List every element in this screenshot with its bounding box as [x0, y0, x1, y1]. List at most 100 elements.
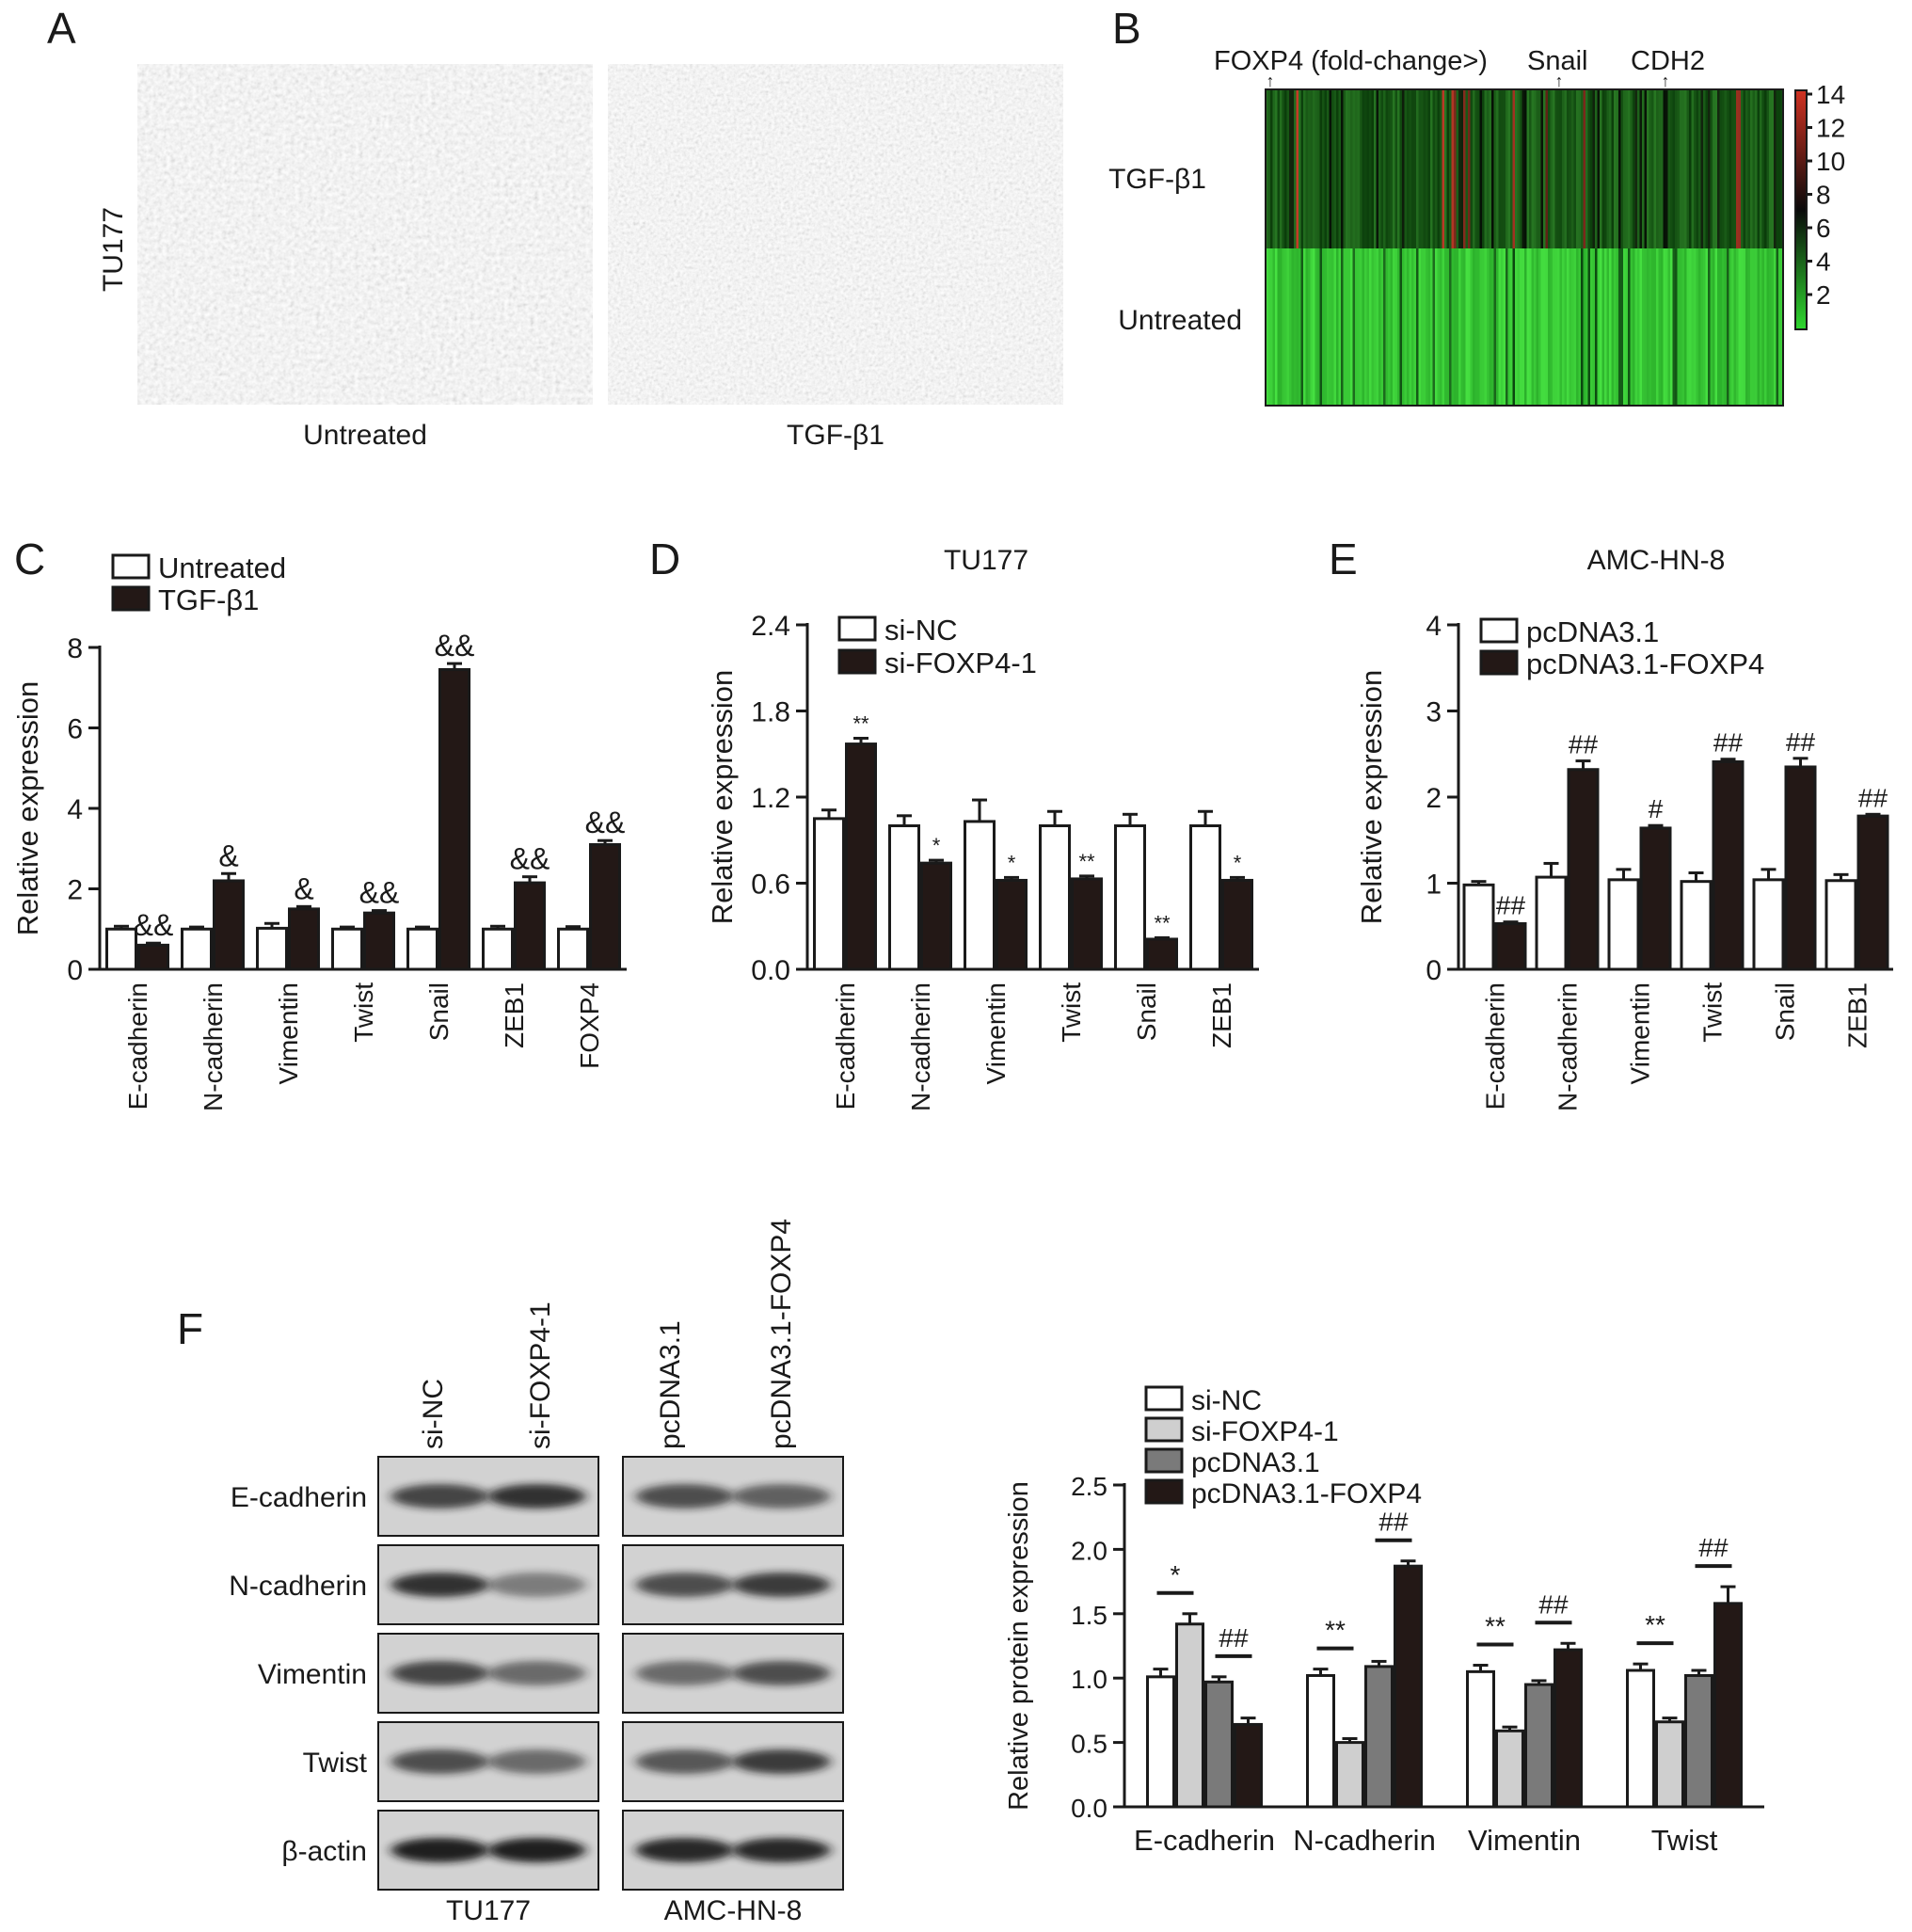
x-tick-label: Snail [1132, 982, 1161, 1041]
comparison-label: * [1171, 1560, 1181, 1589]
bar-tgf-1 [589, 842, 621, 971]
heatmap-cell [1644, 90, 1648, 248]
heatmap-cell [1724, 90, 1728, 248]
gene-mark-snail: Snail [1527, 46, 1588, 76]
heatmap-cell [1442, 90, 1445, 248]
heatmap-cell [1510, 248, 1513, 405]
y-tick-label: 3 [1426, 697, 1442, 728]
heatmap-cell [1562, 90, 1565, 248]
heatmap-row-label-tgf: TGF-β1 [1108, 164, 1206, 195]
heatmap-cell [1501, 248, 1504, 405]
bar-tgf-1 [137, 943, 169, 971]
comparison-label: ## [1219, 1623, 1249, 1653]
panel-a-row-label: TU177 [98, 207, 129, 292]
bar-si-nc [813, 817, 845, 971]
heatmap-cell [1404, 248, 1408, 405]
heatmap-cell [1347, 248, 1351, 405]
heatmap-cell [1465, 248, 1469, 405]
heatmap-cell [1714, 90, 1718, 248]
x-tick-label: FOXP4 [575, 982, 604, 1069]
heatmap-cell [1665, 90, 1668, 248]
heatmap-cell [1590, 90, 1593, 248]
significance-mark: * [1008, 851, 1016, 874]
x-tick-label: N-cadherin [199, 982, 228, 1111]
panel-b-label: B [1112, 4, 1141, 53]
heatmap-cell [1383, 248, 1386, 405]
heatmap-cell [1672, 90, 1676, 248]
bar-pcdna3-1-foxp4 [1713, 1602, 1743, 1809]
bar-pcdna3-1-foxp4 [1554, 1648, 1583, 1809]
blot-band [487, 1484, 586, 1509]
heatmap-cell [1553, 248, 1555, 405]
bar-si-nc [888, 824, 920, 971]
heatmap-cell [1366, 90, 1370, 248]
bar-pcdna3-1 [1680, 880, 1713, 971]
heatmap-cell [1470, 90, 1474, 248]
x-tick-label: Snail [424, 982, 454, 1041]
heatmap-cell [1498, 90, 1502, 248]
heatmap-cell [1456, 248, 1459, 405]
colorbar-tick-label: 14 [1816, 80, 1845, 109]
heatmap-cell [1609, 90, 1612, 248]
heatmap-cell [1456, 90, 1459, 248]
heatmap-row-label-untreated: Untreated [1118, 305, 1242, 336]
heatmap-cell [1689, 248, 1692, 405]
heatmap-cell [1432, 248, 1436, 405]
heatmap-cell [1517, 90, 1521, 248]
heatmap-cell [1583, 90, 1586, 248]
heatmap-cell [1308, 248, 1311, 405]
heatmap-cell [1729, 90, 1732, 248]
bar-pcdna3-1-foxp4 [1234, 1722, 1263, 1809]
heatmap-cell [1355, 90, 1358, 248]
heatmap-cell [1357, 248, 1361, 405]
heatmap-cell [1484, 90, 1488, 248]
bar-pcdna3-1-foxp4 [1394, 1564, 1423, 1809]
heatmap-cell [1369, 248, 1372, 405]
heatmap-cell [1522, 248, 1525, 405]
heatmap-cell [1352, 248, 1356, 405]
significance-mark: # [1649, 794, 1664, 823]
micrograph-tgf-beta1-label: TGF-β1 [787, 420, 884, 451]
significance-mark: ** [852, 711, 869, 735]
heatmap-cell [1616, 248, 1619, 405]
heatmap-cell [1771, 90, 1775, 248]
panel-a: A TU177 Untreated TGF-β1 [47, 4, 1063, 451]
colorbar-tick-label: 10 [1816, 147, 1845, 176]
heatmap-cell [1554, 248, 1558, 405]
heatmap-cell [1446, 90, 1450, 248]
heatmap-cell [1468, 90, 1471, 248]
heatmap-cell [1548, 248, 1551, 405]
heatmap-cell [1633, 90, 1635, 248]
blot-band [390, 1838, 489, 1862]
heatmap-cell [1587, 90, 1591, 248]
heatmap-cell [1653, 248, 1657, 405]
heatmap-cell [1755, 90, 1758, 248]
legend-label: pcDNA3.1 [1526, 615, 1659, 648]
heatmap-cell [1764, 248, 1767, 405]
blot-group-label: TU177 [446, 1895, 531, 1926]
legend-swatch [1479, 649, 1519, 676]
heatmap-cell [1677, 248, 1681, 405]
heatmap-cell [1576, 248, 1579, 405]
legend-swatch [837, 648, 877, 675]
blot-band [635, 1573, 734, 1597]
heatmap-cell [1618, 90, 1621, 248]
heatmap-cell [1639, 248, 1643, 405]
heatmap-cell [1388, 248, 1391, 405]
heatmap-cell [1411, 248, 1414, 405]
heatmap-cell [1296, 90, 1299, 248]
heatmap-cell [1413, 90, 1417, 248]
heatmap-cell [1407, 90, 1410, 248]
heatmap-cell [1501, 90, 1504, 248]
heatmap-cell [1597, 90, 1601, 248]
heatmap-cell [1291, 248, 1295, 405]
heatmap-cell [1590, 248, 1593, 405]
heatmap-cell [1393, 248, 1395, 405]
heatmap-cell [1393, 90, 1395, 248]
heatmap-cell [1625, 90, 1629, 248]
heatmap-cell [1776, 90, 1779, 248]
comparison-label: ## [1378, 1508, 1409, 1537]
bar-untreated [406, 927, 438, 971]
heatmap-cell [1322, 248, 1325, 405]
heatmap-cell [1705, 248, 1709, 405]
